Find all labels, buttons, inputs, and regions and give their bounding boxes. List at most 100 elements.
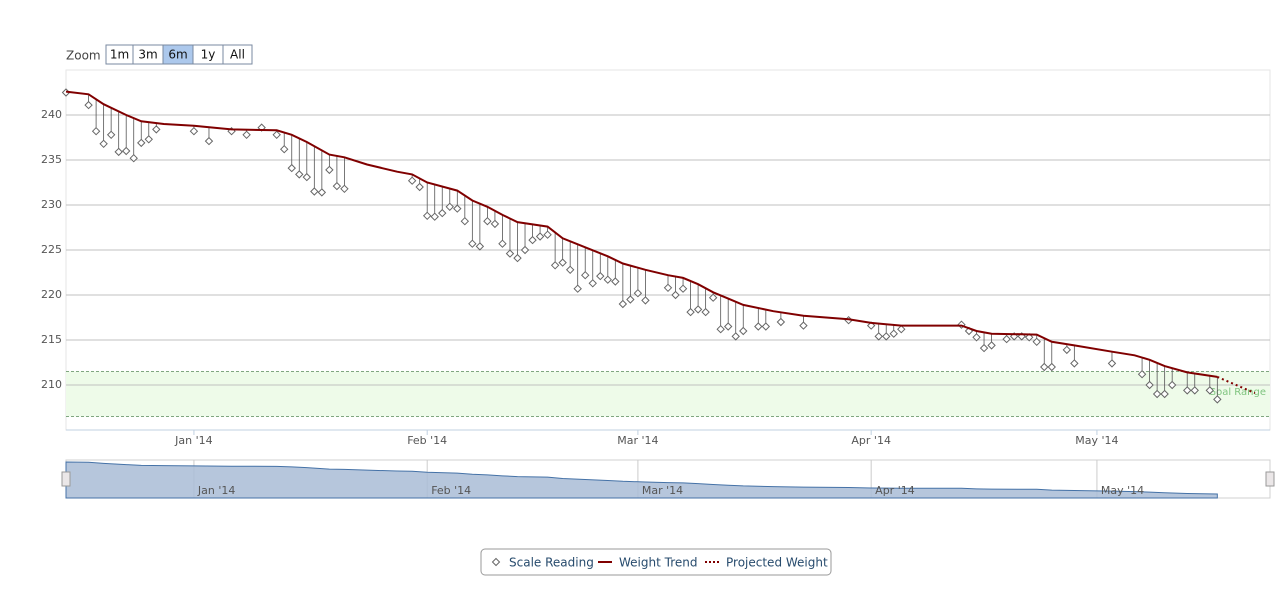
- y-tick-label: 220: [41, 288, 62, 301]
- x-tick-label: Mar '14: [617, 434, 658, 447]
- scale-reading: [618, 299, 628, 309]
- zoom-button-label: 3m: [138, 48, 157, 62]
- scale-reading: [114, 147, 123, 157]
- scale-reading: [1167, 380, 1177, 390]
- scale-reading: [1040, 362, 1049, 372]
- scale-reading: [739, 326, 748, 336]
- scale-reading: [121, 146, 131, 156]
- scale-reading: [520, 245, 530, 255]
- scale-reading: [422, 211, 432, 221]
- scale-reading: [671, 290, 680, 300]
- y-tick-label: 235: [41, 153, 62, 166]
- scale-reading: [588, 279, 597, 288]
- scale-reading: [987, 341, 996, 350]
- zoom-button-box: [222, 44, 253, 65]
- navigator-label: May '14: [1101, 484, 1144, 497]
- scale-reading: [310, 187, 319, 196]
- y-tick-label: 240: [41, 108, 62, 121]
- scale-reading: [558, 258, 567, 267]
- scale-reading: [535, 232, 545, 241]
- scale-reading: [468, 239, 477, 248]
- zoom-label: Zoom: [66, 49, 101, 63]
- scale-reading: [483, 216, 492, 226]
- scale-reading: [581, 270, 590, 280]
- weight-trend: [65, 90, 1218, 378]
- scale-reading: [152, 125, 161, 134]
- navigator-handle[interactable]: [1265, 471, 1275, 487]
- scale-reading: [99, 139, 108, 149]
- scale-reading: [708, 293, 718, 302]
- y-tick-label: 215: [41, 333, 62, 346]
- scale-reading: [280, 144, 289, 154]
- y-tick-label: 210: [41, 378, 62, 391]
- scale-reading: [106, 130, 116, 140]
- zoom-button[interactable]: All: [222, 44, 253, 65]
- scale-reading: [272, 130, 281, 140]
- scale-reading: [678, 284, 688, 293]
- zoom-button[interactable]: 3m: [132, 44, 164, 65]
- x-tick-label: May '14: [1075, 434, 1118, 447]
- legend-label: Scale Reading: [509, 556, 594, 570]
- scale-reading: [84, 100, 93, 110]
- scale-reading: [129, 153, 138, 163]
- zoom-button-label: 6m: [168, 48, 187, 62]
- scale-reading: [754, 322, 763, 331]
- legend-label: Weight Trend: [619, 556, 697, 570]
- scale-reading: [723, 322, 733, 331]
- navigator-handle[interactable]: [61, 471, 71, 487]
- projected-weight: [1216, 375, 1256, 395]
- navigator-label: Apr '14: [875, 484, 915, 497]
- goal-band: [66, 371, 1270, 417]
- x-tick-label: Feb '14: [407, 434, 447, 447]
- x-tick-label: Jan '14: [174, 434, 212, 447]
- scale-reading: [513, 253, 522, 263]
- scale-reading: [242, 130, 251, 140]
- legend: Scale Reading Weight Trend Projected Weigh…: [480, 548, 832, 576]
- navigator-label: Mar '14: [642, 484, 683, 497]
- scale-reading: [505, 249, 515, 258]
- scale-reading: [430, 212, 439, 221]
- zoom-button[interactable]: 6m: [162, 44, 194, 65]
- scale-reading: [1070, 359, 1079, 368]
- scale-reading: [257, 123, 266, 132]
- zoom-button[interactable]: 1y: [192, 44, 224, 65]
- legend-item[interactable]: Weight Trend: [598, 556, 697, 570]
- scale-reading: [776, 317, 786, 327]
- scale-reading: [1145, 380, 1154, 390]
- scale-reading: [663, 283, 673, 293]
- scale-reading: [295, 170, 304, 179]
- scale-reading: [490, 219, 500, 229]
- scale-reading: [603, 275, 613, 284]
- scale-reading: [633, 288, 643, 298]
- scale-reading: [799, 321, 808, 330]
- scale-reading: [1205, 386, 1215, 395]
- scale-reading: [543, 230, 552, 239]
- scale-reading: [415, 182, 424, 192]
- scale-reading: [716, 324, 725, 334]
- legend-label: Projected Weight: [726, 556, 828, 570]
- legend-item[interactable]: Projected Weight: [705, 556, 828, 570]
- scale-reading: [693, 305, 703, 314]
- zoom-button-label: 1y: [201, 48, 216, 62]
- y-tick-label: 225: [41, 243, 62, 256]
- scale-reading: [686, 307, 695, 317]
- scale-reading: [731, 332, 740, 341]
- scale-reading: [874, 332, 883, 341]
- scale-reading: [1107, 359, 1117, 368]
- legend-item[interactable]: Scale Reading: [491, 556, 594, 570]
- scale-reading: [550, 261, 560, 270]
- scale-reading: [137, 138, 146, 148]
- scale-reading: [445, 202, 454, 212]
- zoom-button[interactable]: 1m: [105, 44, 134, 65]
- scale-reading: [317, 188, 327, 197]
- scale-reading: [1062, 345, 1072, 355]
- scale-reading: [701, 307, 710, 317]
- scale-reading: [596, 271, 605, 281]
- scale-reading: [611, 277, 620, 286]
- scale-reading: [91, 126, 101, 136]
- scale-reading: [1152, 389, 1162, 399]
- scale-reading: [889, 329, 898, 338]
- scale-reading: [498, 239, 507, 248]
- scale-reading: [1190, 386, 1199, 395]
